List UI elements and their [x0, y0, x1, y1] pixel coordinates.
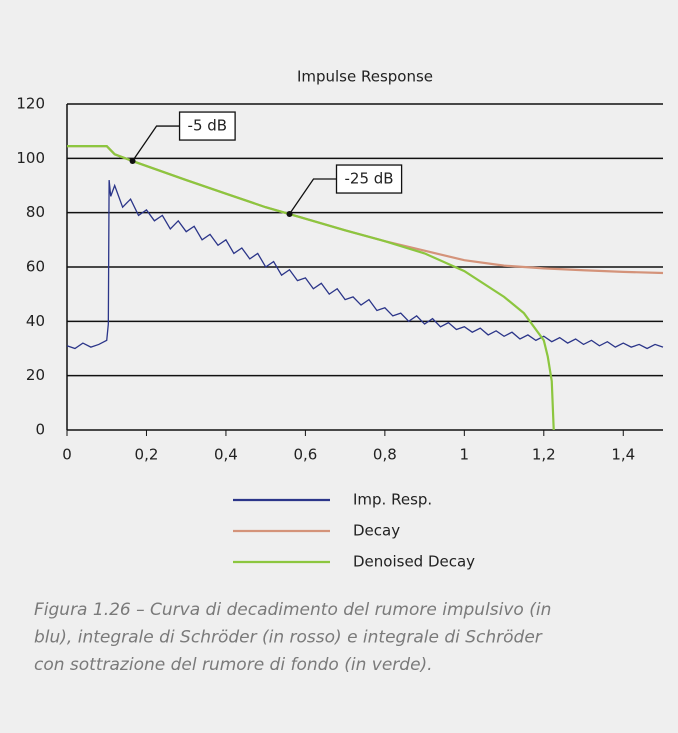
- x-tick-label: 1: [460, 446, 470, 464]
- x-tick-label: 1,2: [532, 446, 556, 464]
- annotation-leader: [132, 125, 180, 162]
- caption: Figura 1.26 – Curva di decadimento del r…: [34, 600, 551, 620]
- y-tick-label: 100: [16, 149, 45, 167]
- legend-label: Decay: [353, 522, 400, 540]
- x-tick-label: 1,4: [611, 446, 635, 464]
- y-tick-label: 20: [26, 366, 45, 384]
- series-line: [66, 180, 664, 350]
- caption: blu), integrale di Schröder (in rosso) e…: [34, 628, 543, 648]
- annotation-point: [129, 158, 136, 165]
- annotation-leader: [288, 178, 337, 215]
- annotation-box: [335, 164, 403, 194]
- annotation-text: -25 dB: [345, 170, 394, 188]
- x-tick-label: 0,4: [214, 446, 238, 464]
- y-tick-label: 120: [16, 95, 45, 113]
- y-tick-label: 80: [26, 203, 45, 221]
- caption: con sottrazione del rumore di fondo (in …: [34, 655, 433, 675]
- x-tick-label: 0,6: [293, 446, 317, 464]
- legend-label: Denoised Decay: [353, 553, 475, 571]
- series-line: [67, 145, 555, 431]
- y-tick-label: 40: [26, 312, 45, 330]
- y-tick-label: 0: [35, 421, 45, 439]
- legend-label: Imp. Resp.: [353, 491, 432, 509]
- annotation-box: [178, 111, 236, 141]
- annotation-point: [286, 211, 293, 218]
- annotation-text: -5 dB: [188, 117, 228, 135]
- chart-title: Impulse Response: [297, 68, 433, 86]
- x-tick-label: 0,8: [373, 446, 397, 464]
- x-tick-label: 0,2: [135, 446, 159, 464]
- y-tick-label: 60: [26, 258, 45, 276]
- x-tick-label: 0: [62, 446, 72, 464]
